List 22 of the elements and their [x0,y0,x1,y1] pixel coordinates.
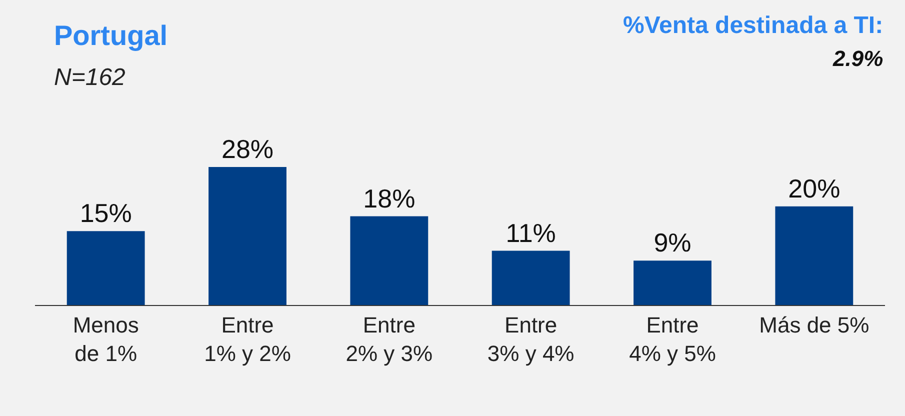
x-tick-label: Menos de 1% [72,312,139,366]
data-label: 11% [506,218,556,248]
x-tick-label: Entre 2% y 3% [346,312,433,366]
data-label: 28% [221,134,274,164]
data-label: 9% [654,228,692,258]
text: %Venta destinada a TI: [623,12,884,39]
text: 2.9% [832,46,884,71]
bar [208,167,286,305]
chart-subtitle: N=162 [54,64,126,91]
bar [492,250,570,305]
x-tick-label: Más de 5% [759,312,870,338]
bar [775,206,854,305]
bar [634,260,712,305]
data-label: 20% [788,173,840,204]
chart-title: Portugal [54,20,168,51]
x-tick-label: Entre 4% y 5% [629,312,716,366]
x-tick-label: Entre 3% y 4% [487,312,574,366]
data-label: 15% [80,198,132,228]
bar [350,216,428,305]
bar [66,231,145,305]
x-tick-label: Entre 1% y 2% [204,312,291,366]
data-label: 18% [363,183,416,214]
